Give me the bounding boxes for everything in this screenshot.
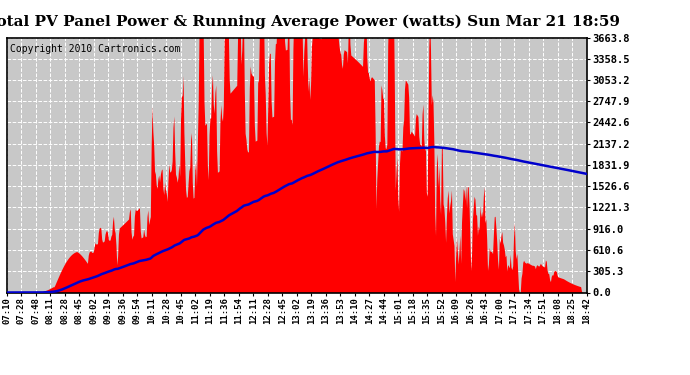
Text: Total PV Panel Power & Running Average Power (watts) Sun Mar 21 18:59: Total PV Panel Power & Running Average P… xyxy=(0,15,620,29)
Text: Copyright 2010 Cartronics.com: Copyright 2010 Cartronics.com xyxy=(10,44,180,54)
